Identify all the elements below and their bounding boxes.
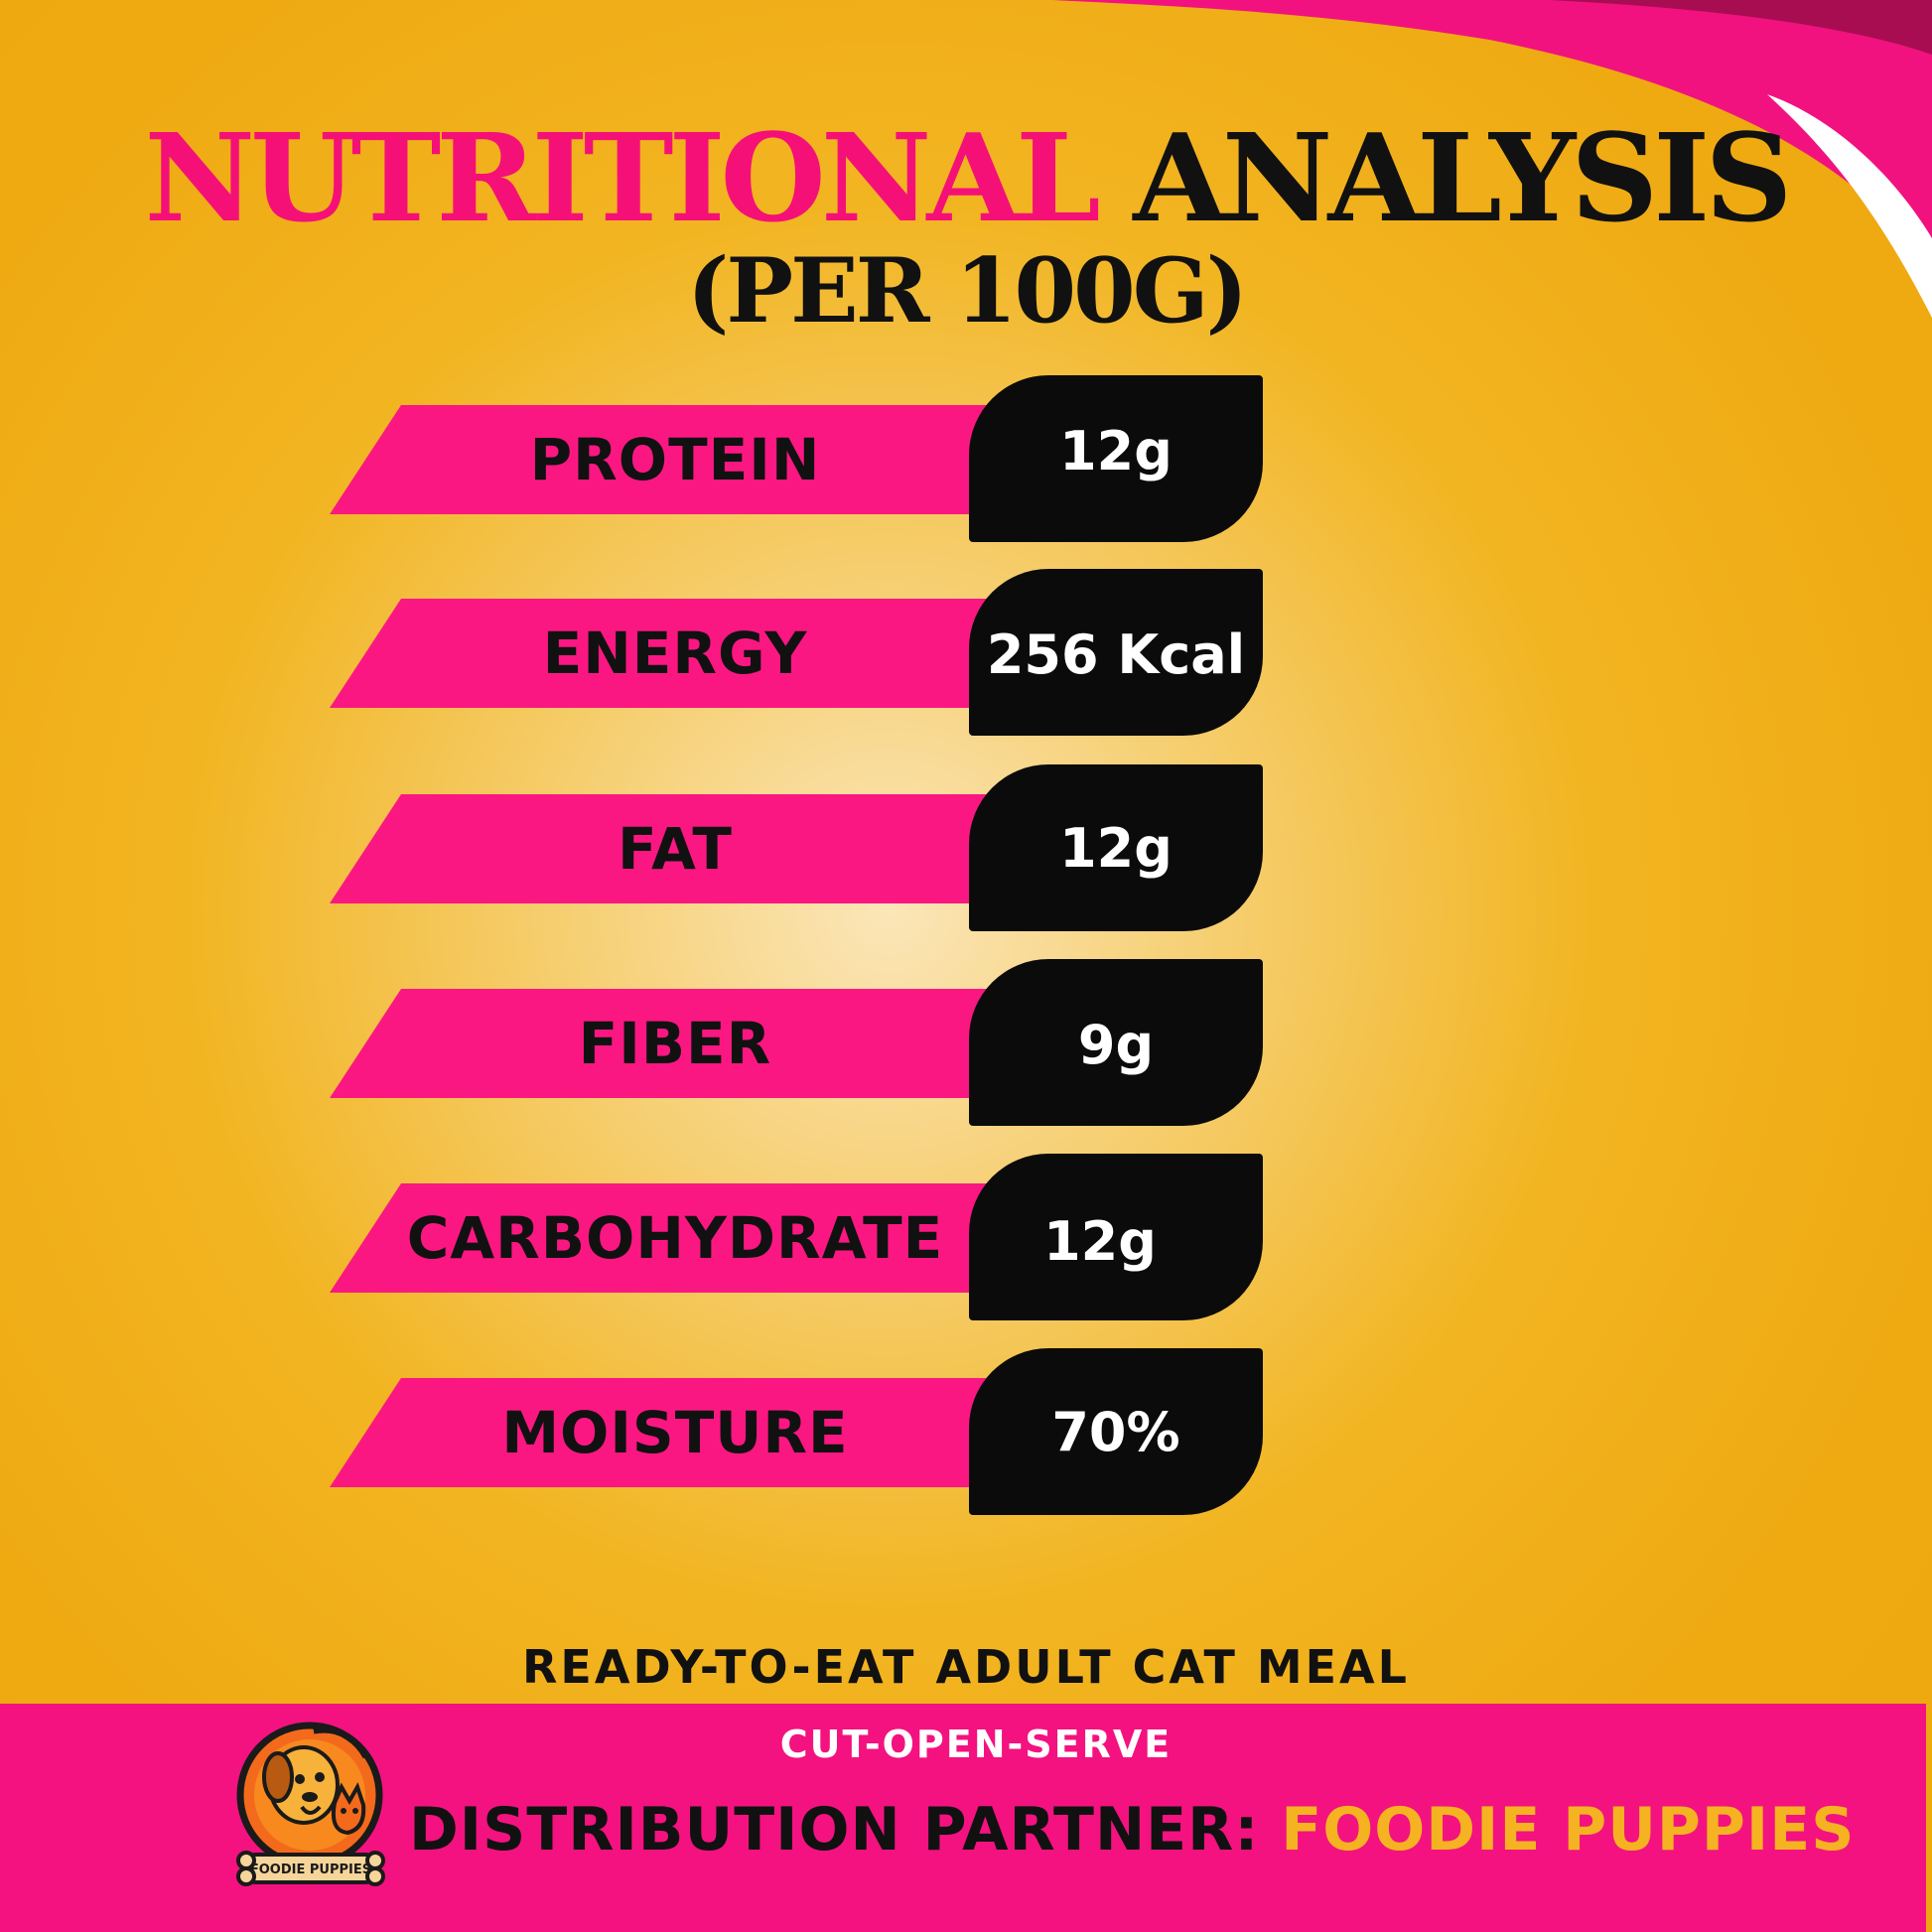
nutrient-band	[330, 1183, 1025, 1293]
page-title: NUTRITIONAL ANALYSIS	[0, 117, 1932, 238]
nutrient-value-box	[969, 1154, 1263, 1320]
nutrient-label: MOISTURE	[501, 1399, 849, 1466]
distribution-partner-line: DISTRIBUTION PARTNER: FOODIE PUPPIES	[409, 1795, 1854, 1864]
nutrient-label: PROTEIN	[529, 426, 821, 493]
page-subtitle: (PER 100G)	[686, 238, 1248, 344]
nutrient-row-fat: FAT 12g	[0, 764, 1932, 933]
title-rest: ANALYSIS	[1133, 106, 1792, 249]
nutrient-value-box	[969, 375, 1263, 542]
partner-label: DISTRIBUTION PARTNER:	[409, 1795, 1260, 1864]
nutrient-value: 12g	[1059, 420, 1173, 483]
nutrient-band	[330, 405, 1025, 514]
nutrient-band	[330, 794, 1025, 903]
footer-subline: CUT-OPEN-SERVE	[779, 1723, 1173, 1766]
foodie-puppies-logo: FOODIE PUPPIES	[236, 1722, 385, 1886]
nutrient-value: 70%	[1051, 1401, 1180, 1463]
nutrient-value-box	[969, 959, 1263, 1126]
product-tagline: READY-TO-EAT ADULT CAT MEAL	[522, 1640, 1410, 1694]
nutrient-row-carbohydrate: CARBOHYDRATE 12g	[0, 1154, 1932, 1322]
title-highlight: NUTRITIONAL	[144, 106, 1101, 249]
logo-wordmark: FOODIE PUPPIES	[250, 1863, 371, 1877]
nutrient-label: CARBOHYDRATE	[406, 1204, 944, 1272]
nutrient-value: 12g	[1059, 817, 1173, 880]
nutrient-band	[330, 599, 1025, 708]
nutrient-value-box	[969, 1348, 1263, 1515]
nutrient-value: 12g	[1043, 1210, 1157, 1273]
nutrient-label: FIBER	[578, 1010, 772, 1077]
nutrient-label: FAT	[618, 815, 733, 883]
nutrient-value: 256 Kcal	[986, 623, 1246, 686]
nutrient-value-box	[969, 764, 1263, 931]
nutrient-label: ENERGY	[542, 620, 808, 687]
nutrient-row-energy: ENERGY 256 Kcal	[0, 569, 1932, 738]
nutrient-value-box	[969, 569, 1263, 736]
nutrient-band	[330, 989, 1025, 1098]
partner-name: FOODIE PUPPIES	[1281, 1795, 1856, 1864]
nutrient-band	[330, 1378, 1025, 1487]
nutrient-row-protein: PROTEIN 12g	[0, 375, 1932, 544]
nutrient-value: 9g	[1077, 1014, 1155, 1076]
nutrient-row-fiber: FIBER 9g	[0, 959, 1932, 1128]
corner-swoosh-decoration	[1052, 0, 1932, 318]
nutrient-row-moisture: MOISTURE 70%	[0, 1348, 1932, 1517]
